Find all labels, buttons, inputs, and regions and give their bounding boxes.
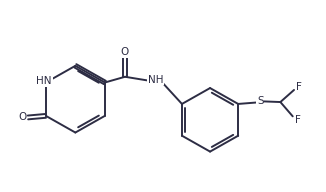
Text: S: S [257, 96, 263, 106]
Text: HN: HN [37, 76, 52, 86]
Text: NH: NH [148, 75, 163, 85]
Text: O: O [18, 113, 26, 122]
Text: F: F [295, 114, 301, 124]
Text: F: F [296, 82, 302, 92]
Text: O: O [121, 47, 129, 57]
